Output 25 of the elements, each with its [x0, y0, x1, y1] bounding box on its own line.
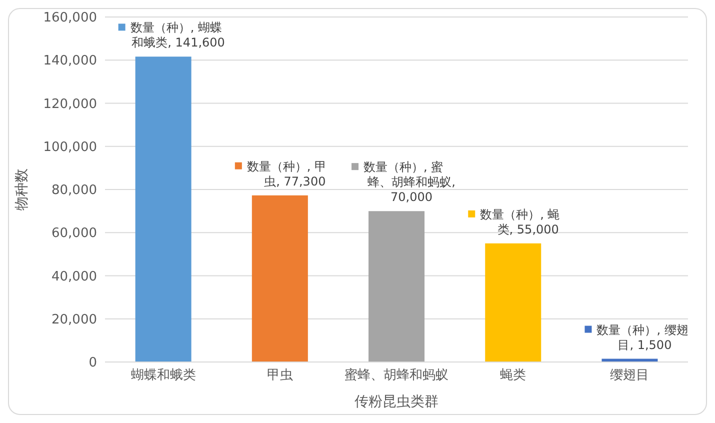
- y-tick-label: 140,000: [43, 54, 97, 69]
- x-tick-label: 缨翅目: [610, 368, 650, 384]
- y-tick-label: 40,000: [52, 269, 97, 284]
- y-tick-label: 160,000: [43, 10, 97, 26]
- data-label: 数量（种）, 蝇类, 55,000: [480, 207, 560, 236]
- x-tick-label: 蜜蜂、胡蜂和蚂蚁: [344, 367, 448, 384]
- bar: [368, 211, 425, 362]
- bar: [485, 243, 542, 362]
- data-label: 数量（种）, 甲虫, 77,300: [246, 159, 327, 188]
- y-tick-label: 0: [88, 356, 97, 371]
- y-tick-label: 60,000: [52, 226, 97, 242]
- bar: [252, 195, 308, 362]
- x-tick-label: 蝴蝶和蛾类: [130, 368, 196, 384]
- y-tick-label: 100,000: [43, 140, 97, 155]
- y-tick-label: 20,000: [52, 312, 97, 328]
- data-label: 数量（种）, 蝴蝶和蛾类, 141,600: [130, 20, 225, 50]
- bar: [135, 56, 192, 362]
- y-tick-label: 120,000: [43, 96, 97, 112]
- data-label: 数量（种）, 缨翅目, 1,500: [596, 322, 688, 352]
- data-label: 数量（种）, 蜜蜂、胡蜂和蚂蚁, 70,000: [364, 160, 456, 204]
- y-axis-title: 物种数: [14, 168, 30, 210]
- x-tick-label: 甲虫: [266, 368, 293, 384]
- x-tick-label: 蝇类: [500, 368, 526, 384]
- y-tick-label: 80,000: [52, 183, 97, 198]
- x-axis-title: 传粉昆虫类群: [354, 394, 438, 410]
